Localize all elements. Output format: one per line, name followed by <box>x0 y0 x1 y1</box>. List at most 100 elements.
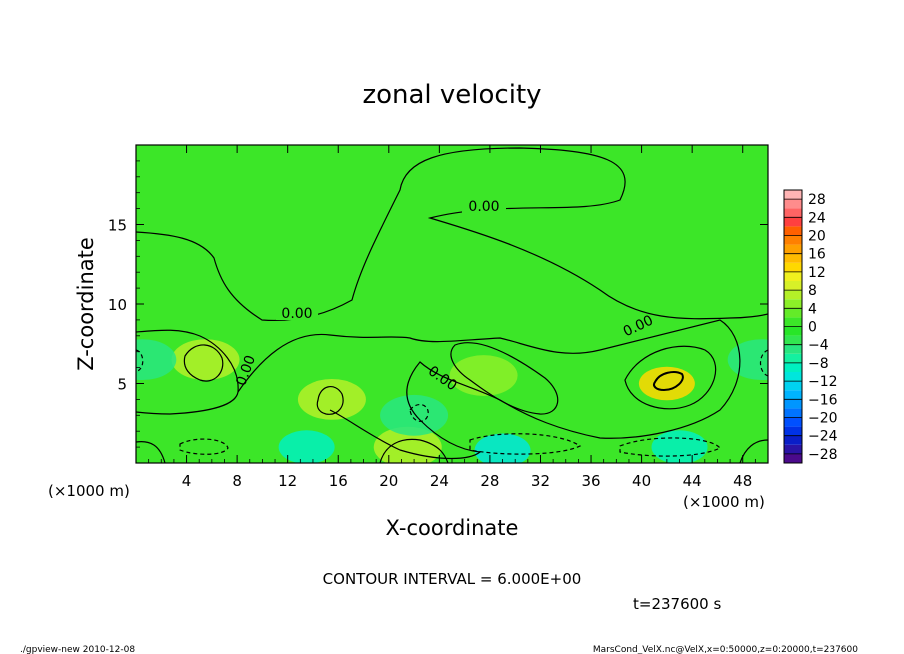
contour-bottom-left <box>136 440 166 463</box>
contour-interval-text: CONTOUR INTERVAL = 6.000E+00 <box>323 570 582 588</box>
colorbar-label-11: −16 <box>808 392 838 408</box>
colorbar-swatch-16 <box>784 308 802 318</box>
colorbar-swatch-18 <box>784 290 802 300</box>
y-tick-label-0: 5 <box>117 376 127 394</box>
colorbar-swatch-7 <box>784 390 802 400</box>
x-tick-label-9: 40 <box>632 472 651 490</box>
contour-label-1: 0.00 <box>468 199 499 215</box>
x-tick-label-0: 4 <box>182 472 192 490</box>
x-tick-label-2: 12 <box>278 472 297 490</box>
colorbar-label-10: −12 <box>808 374 838 390</box>
colorbar-swatch-0 <box>784 453 802 463</box>
y-axis: 5 10 15 <box>108 160 768 448</box>
x-tick-label-7: 32 <box>531 472 550 490</box>
colorbar-label-3: 16 <box>808 247 826 263</box>
x-units-right: (×1000 m) <box>683 493 765 511</box>
footer-left: ./gpview-new 2010-12-08 <box>20 645 135 654</box>
colorbar-swatch-1 <box>784 444 802 454</box>
colorbar-swatch-17 <box>784 299 802 309</box>
y-axis-label: Z-coordinate <box>74 237 98 371</box>
colorbar-swatch-26 <box>784 217 802 227</box>
field-feature-10 <box>727 339 768 381</box>
contour-zero-mid <box>237 319 741 460</box>
colorbar-label-5: 8 <box>808 283 817 299</box>
x-axis: 4 8 12 16 20 24 28 32 36 40 44 48 <box>148 145 756 490</box>
contour-neg-1 <box>179 438 229 455</box>
x-tick-label-5: 24 <box>430 472 449 490</box>
field-feature-6 <box>474 433 531 463</box>
x-tick-label-3: 16 <box>329 472 348 490</box>
colorbar-swatch-29 <box>784 190 802 200</box>
contour-region-d <box>624 345 717 410</box>
contour-region-b <box>316 386 344 415</box>
colorbar-swatch-12 <box>784 344 802 354</box>
x-tick-label-10: 44 <box>683 472 702 490</box>
field-feature-5 <box>278 430 335 463</box>
colorbar-label-1: 24 <box>808 210 826 226</box>
colorbar-label-13: −24 <box>808 429 838 445</box>
x-tick-label-8: 36 <box>581 472 600 490</box>
colorbar-swatch-2 <box>784 435 802 445</box>
contour-neg-6 <box>759 349 768 377</box>
colorbar-swatch-11 <box>784 353 802 363</box>
colorbar-swatch-27 <box>784 208 802 218</box>
colorbar-swatch-6 <box>784 399 802 409</box>
contour-12-peak <box>653 371 684 392</box>
y-tick-label-2: 15 <box>108 217 127 235</box>
colorbar-label-0: 28 <box>808 192 826 208</box>
colorbar-swatch-14 <box>784 326 802 336</box>
colorbar-label-14: −28 <box>808 447 838 463</box>
colorbar-swatch-13 <box>784 335 802 345</box>
x-axis-label: X-coordinate <box>386 516 519 540</box>
field-feature-7 <box>651 430 708 463</box>
colorbar-swatch-10 <box>784 362 802 372</box>
contour-neg-4 <box>619 437 721 457</box>
colorbar-swatch-5 <box>784 408 802 418</box>
colorbar-swatch-20 <box>784 271 802 281</box>
contour-region-c <box>450 342 559 415</box>
colorbar-swatch-22 <box>784 253 802 263</box>
contour-neg-2 <box>409 403 429 422</box>
colorbar-label-7: 0 <box>808 320 817 336</box>
contour-label-2: 0.00 <box>281 306 312 322</box>
x-tick-label-11: 48 <box>733 472 752 490</box>
contour-neg-3 <box>469 433 582 455</box>
x-tick-label-6: 28 <box>480 472 499 490</box>
field-feature-0 <box>171 339 240 381</box>
field-background <box>136 145 768 463</box>
field-feature-4 <box>373 426 442 463</box>
colorbar-label-8: −4 <box>808 338 829 354</box>
colorbar: 28 24 20 16 12 8 4 0 −4 −8 −12 −16 −20 −24 −28 <box>783 189 838 464</box>
colorbar-swatch-3 <box>784 426 802 436</box>
x-units-left: (×1000 m) <box>48 482 130 500</box>
colorbar-swatch-21 <box>784 262 802 272</box>
velocity-field <box>136 145 768 463</box>
colorbar-label-9: −8 <box>808 356 829 372</box>
colorbar-swatch-9 <box>784 372 802 382</box>
colorbar-swatch-19 <box>784 281 802 291</box>
y-tick-label-1: 10 <box>108 296 127 314</box>
contour-zero-upper <box>136 147 768 322</box>
contour-bottom-center <box>379 438 449 463</box>
time-stamp: t=237600 s <box>633 595 721 613</box>
chart-title: zonal velocity <box>362 80 541 110</box>
contour-neg-5 <box>136 349 144 373</box>
colorbar-swatch-25 <box>784 226 802 236</box>
colorbar-swatch-23 <box>784 244 802 254</box>
colorbar-label-12: −20 <box>808 411 838 427</box>
colorbar-swatch-4 <box>784 417 802 427</box>
colorbar-swatch-28 <box>784 199 802 209</box>
colorbar-label-4: 12 <box>808 265 826 281</box>
x-tick-label-4: 20 <box>379 472 398 490</box>
colorbar-swatch-15 <box>784 317 802 327</box>
contour-bottom-right <box>739 439 768 463</box>
field-feature-3 <box>638 366 695 401</box>
field-feature-1 <box>297 379 366 420</box>
contour-region-a <box>183 344 224 382</box>
colorbar-label-6: 4 <box>808 301 817 317</box>
colorbar-swatch-24 <box>784 235 802 245</box>
x-tick-label-1: 8 <box>232 472 242 490</box>
field-feature-8 <box>380 394 449 436</box>
colorbar-label-2: 20 <box>808 229 826 245</box>
